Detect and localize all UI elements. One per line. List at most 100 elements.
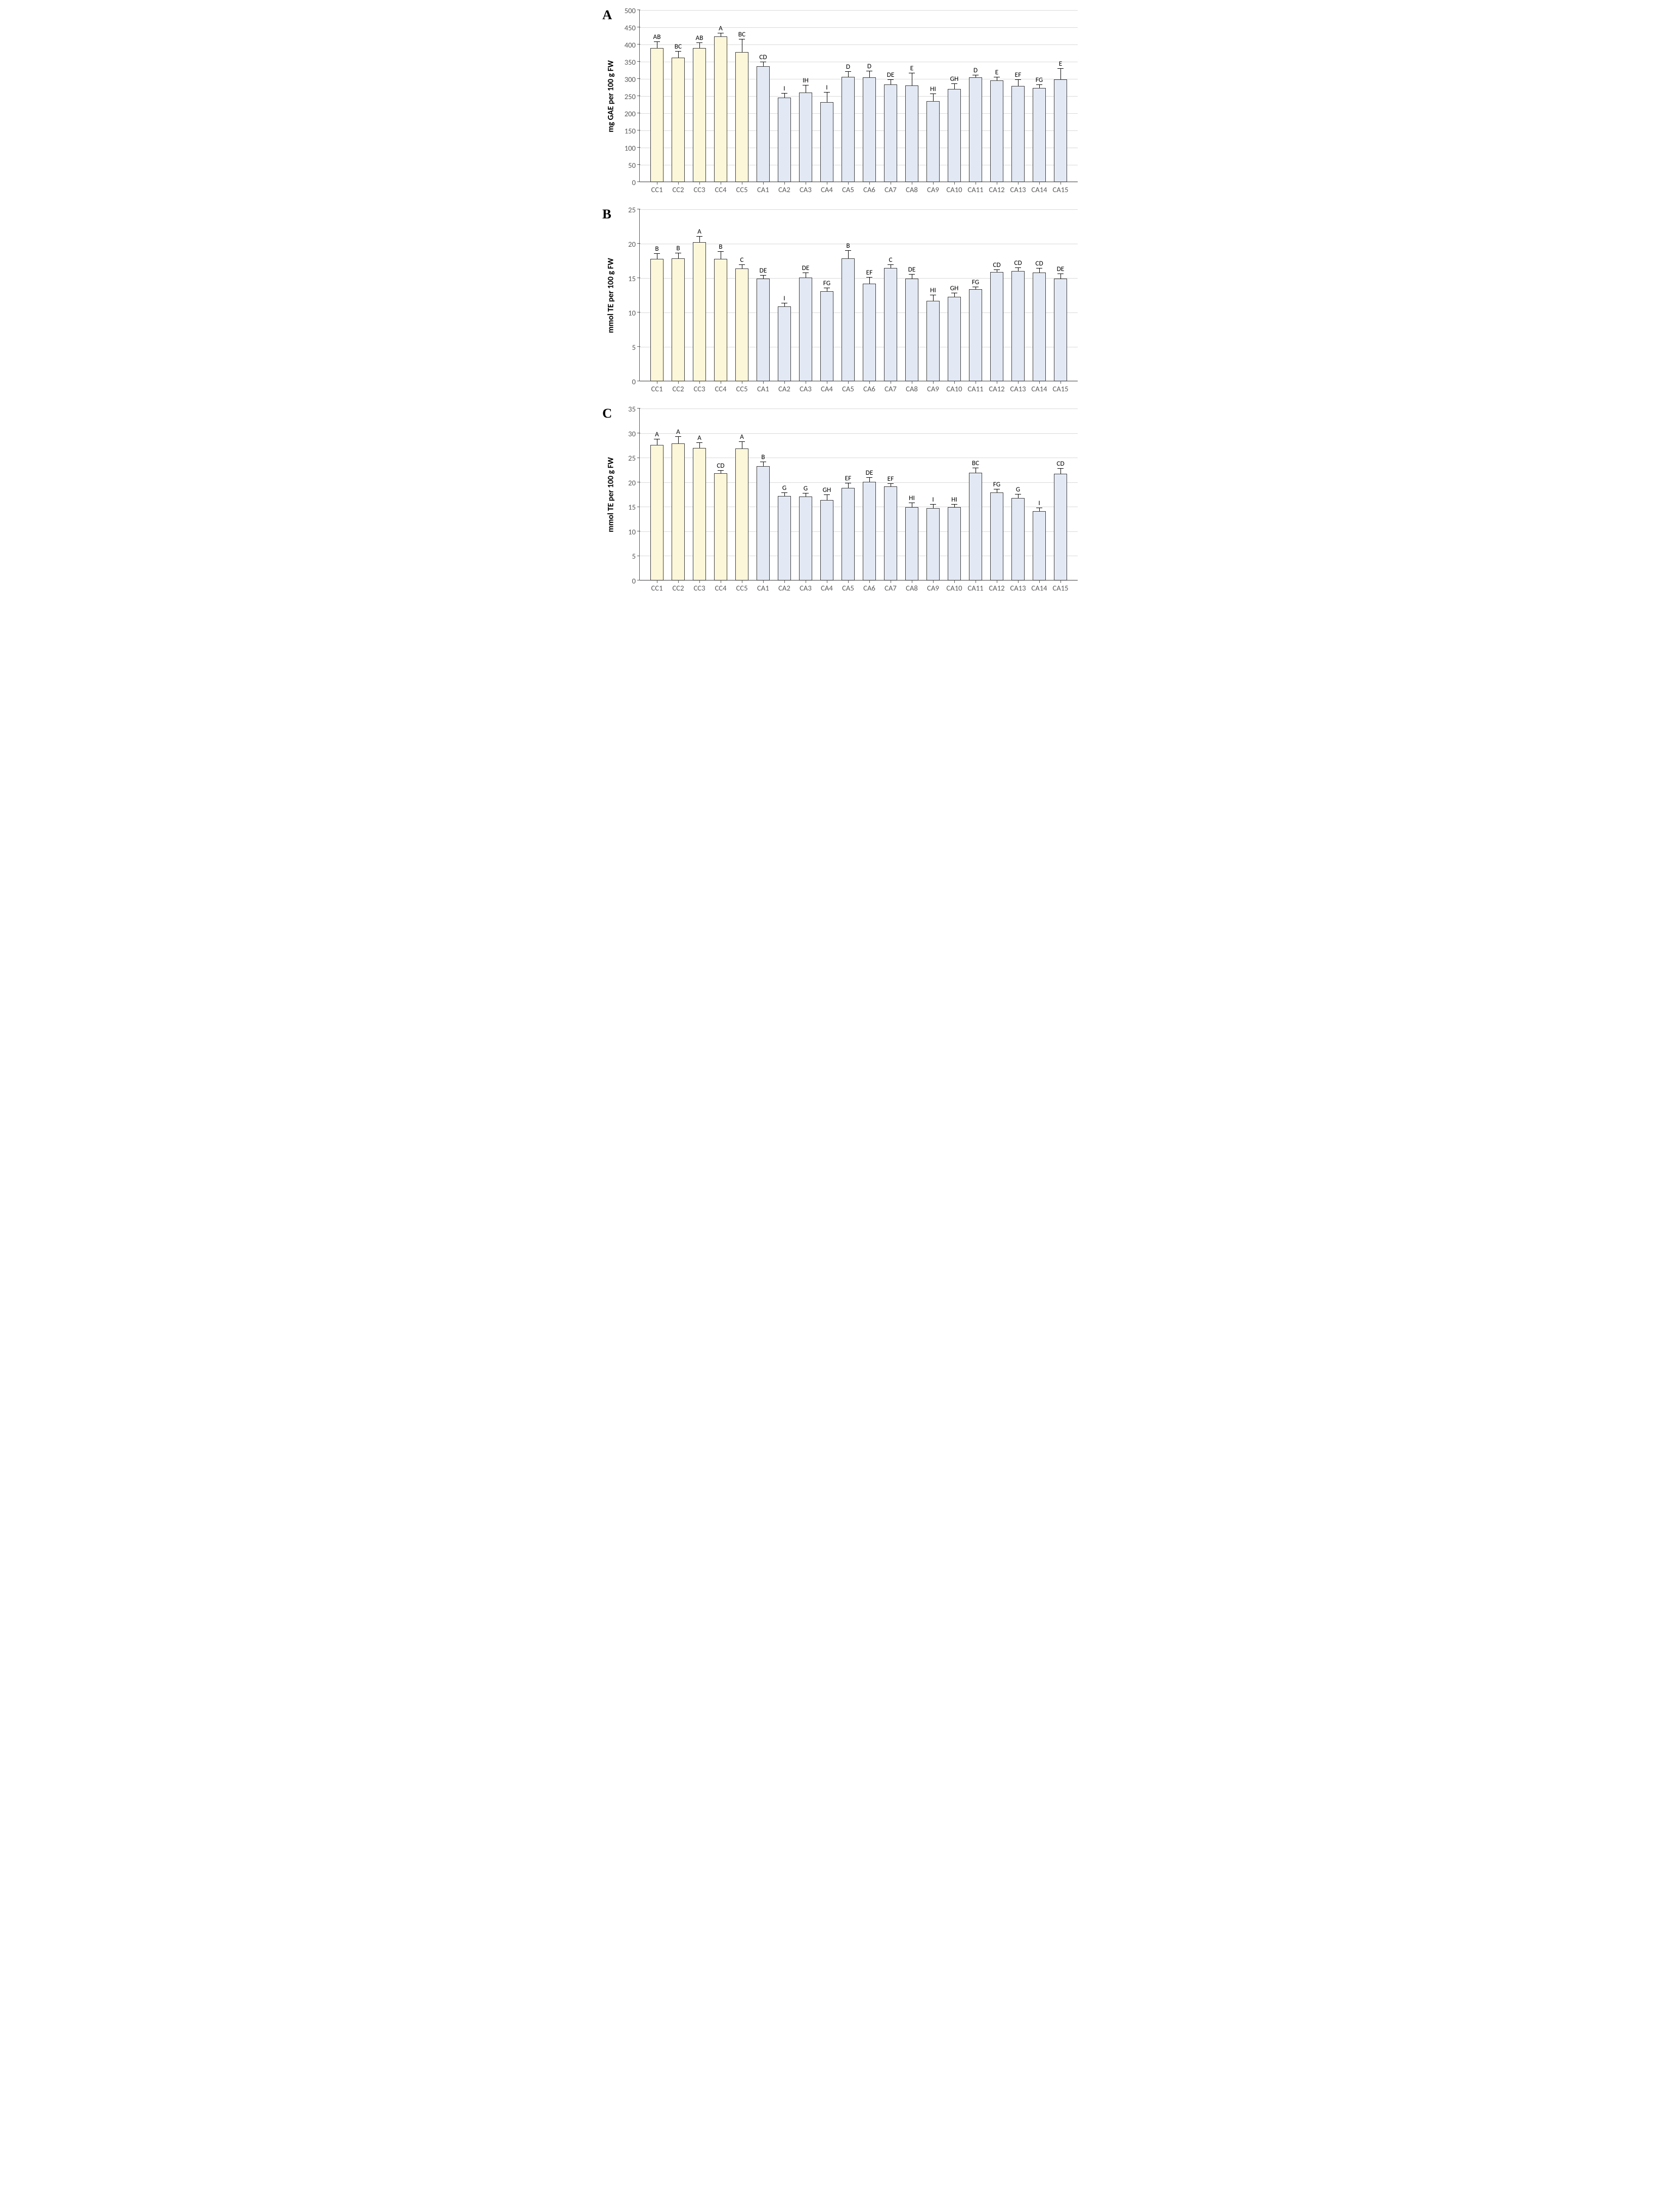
x-tick-label: CC3: [693, 384, 705, 393]
panel-A: Amg GAE per 100 g FW05010015020025030035…: [602, 10, 1078, 195]
error-bar-cap: [888, 483, 894, 484]
error-bar-cap: [718, 251, 724, 252]
significance-label: G: [1016, 485, 1020, 493]
x-tick-label: CA1: [757, 185, 769, 194]
error-bar-cap: [696, 42, 702, 43]
bar: [714, 259, 727, 381]
significance-label: E: [910, 64, 914, 72]
error-bar-cap: [781, 492, 787, 493]
error-bar: [699, 237, 700, 242]
significance-label: DE: [866, 468, 873, 477]
error-bar: [1060, 69, 1061, 79]
significance-label: I: [932, 495, 934, 504]
x-tick-label: CA11: [967, 185, 983, 194]
error-bar: [848, 483, 849, 488]
error-bar: [933, 295, 934, 301]
bar: [905, 507, 918, 580]
x-tick-label: CC2: [672, 185, 684, 194]
error-bar: [954, 505, 955, 507]
significance-label: BC: [738, 30, 745, 38]
x-tick-label: CA7: [885, 583, 897, 593]
error-bar-cap: [739, 441, 745, 442]
y-tick-label: 35: [628, 404, 636, 414]
bar: [884, 268, 897, 381]
error-bar: [763, 276, 764, 279]
x-tick-label: CA12: [989, 384, 1004, 393]
panel-B: Bmmol TE per 100 g FW0510152025BBABCDEID…: [602, 209, 1078, 394]
significance-label: FG: [993, 480, 1000, 488]
x-tick-label: CA14: [1031, 185, 1047, 194]
error-bar-cap: [1036, 84, 1042, 85]
bar: [757, 66, 770, 182]
bar: [990, 80, 1003, 182]
significance-label: D: [867, 62, 871, 70]
significance-label: GH: [950, 74, 959, 83]
error-bar: [784, 493, 785, 496]
panel-label: C: [602, 405, 612, 421]
significance-label: FG: [972, 278, 979, 286]
bar: [714, 36, 727, 182]
error-bar: [869, 71, 870, 77]
y-tick-label: 5: [632, 343, 636, 352]
significance-label: E: [995, 68, 999, 76]
bar: [820, 500, 833, 580]
significance-label: DE: [760, 266, 767, 275]
error-bar: [1039, 268, 1040, 273]
bar: [778, 306, 791, 381]
y-tick-label: 400: [625, 40, 636, 50]
error-bar: [1018, 80, 1019, 86]
x-tick-label: CA11: [967, 384, 983, 393]
significance-label: A: [719, 24, 723, 32]
bar: [926, 301, 940, 381]
bar: [969, 77, 982, 182]
error-bar: [1039, 508, 1040, 511]
significance-label: B: [761, 453, 765, 461]
error-bar: [699, 443, 700, 448]
plot-area: ABBCABABCCDIIHIDDDEEHIGHDEEFFGE: [640, 10, 1078, 182]
bar: [1054, 279, 1067, 381]
significance-label: EF: [888, 474, 894, 483]
significance-label: B: [846, 241, 850, 250]
bar: [990, 272, 1003, 381]
significance-label: HI: [909, 493, 915, 502]
error-bar: [1060, 469, 1061, 474]
y-tick-label: 450: [625, 23, 636, 32]
significance-label: GH: [823, 485, 831, 494]
x-tick-label: CA13: [1010, 384, 1026, 393]
bar: [650, 259, 664, 381]
significance-label: G: [804, 484, 808, 492]
x-tick-label: CA6: [863, 384, 875, 393]
significance-label: IH: [803, 76, 809, 84]
bar: [650, 48, 664, 182]
error-bar-cap: [654, 41, 660, 42]
significance-label: HI: [951, 495, 957, 504]
bar: [820, 291, 833, 381]
significance-label: B: [676, 244, 680, 252]
x-tick-label: CC4: [715, 583, 726, 593]
bar: [778, 496, 791, 580]
error-bar: [933, 94, 934, 101]
significance-label: D: [846, 62, 850, 71]
error-bar: [678, 437, 679, 443]
significance-label: DE: [802, 263, 810, 272]
x-tick-label: CA10: [946, 583, 962, 593]
significance-label: C: [740, 255, 743, 264]
bar: [820, 102, 833, 182]
error-bar-cap: [930, 504, 936, 505]
x-tick-label: CA2: [778, 185, 790, 194]
bar: [969, 289, 982, 381]
significance-label: HI: [930, 84, 936, 93]
bar: [990, 492, 1003, 580]
error-bar: [678, 253, 679, 258]
x-tick-label: CA13: [1010, 185, 1026, 194]
y-tick-label: 5: [632, 552, 636, 561]
y-tick-label: 20: [628, 478, 636, 487]
bar: [778, 98, 791, 182]
y-axis-label: mg GAE per 100 g FW: [606, 60, 616, 132]
significance-label: BC: [675, 42, 682, 51]
y-tick-label: 250: [625, 92, 636, 101]
error-bar-cap: [951, 504, 957, 505]
x-tick-label: CA3: [800, 384, 812, 393]
error-bar-cap: [675, 436, 681, 437]
bar: [799, 93, 812, 182]
